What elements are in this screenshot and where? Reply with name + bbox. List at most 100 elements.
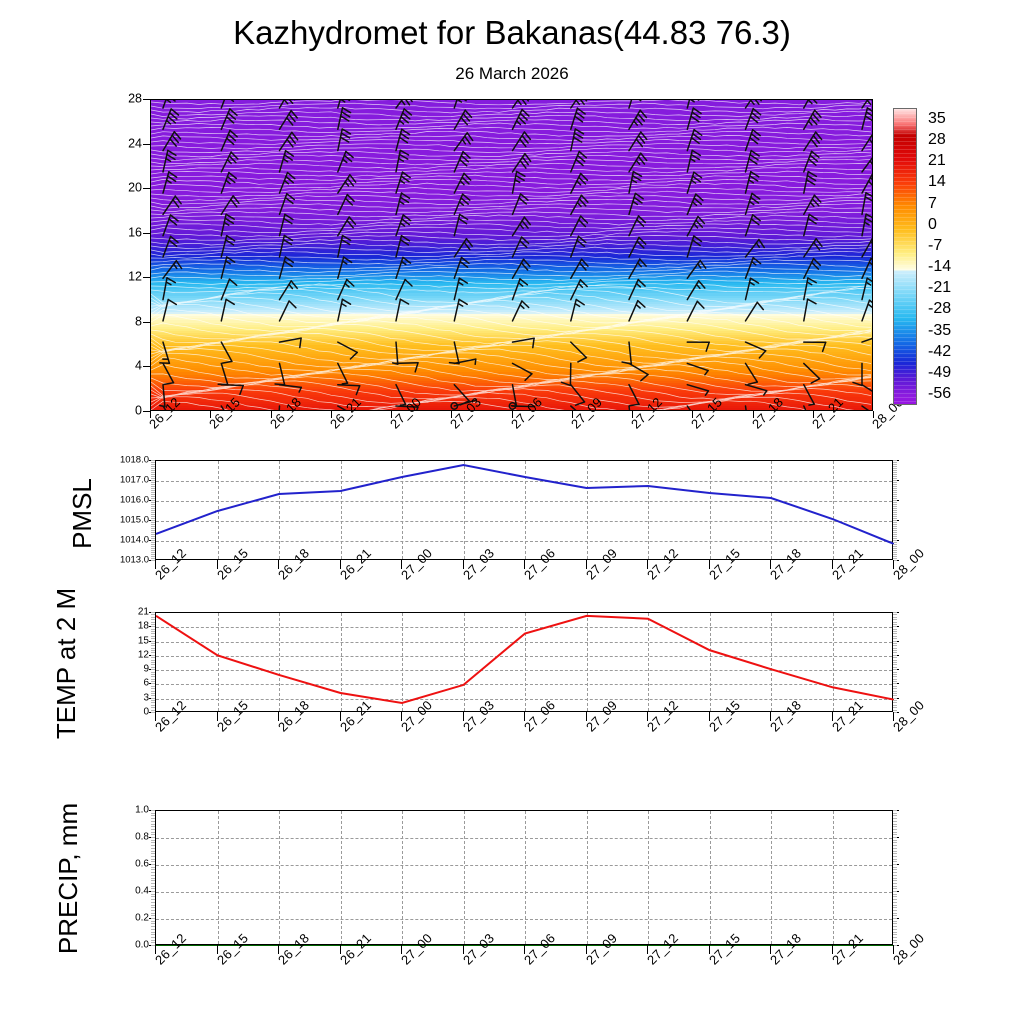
x-tick — [571, 411, 573, 418]
temperature-band — [151, 362, 872, 365]
y-tick-label: 12 — [128, 269, 142, 284]
x-tick — [708, 945, 710, 954]
temperature-band — [151, 360, 872, 363]
temperature-band — [151, 100, 872, 103]
temperature-band — [151, 176, 872, 180]
x-tick — [339, 560, 341, 569]
colorbar-level-stripes — [894, 109, 916, 404]
temperature-band — [151, 357, 872, 361]
x-tick — [155, 945, 156, 954]
temp_2m-plot-area[interactable] — [155, 612, 894, 712]
y-tick-label: 16 — [128, 224, 142, 239]
temperature-band — [151, 222, 872, 226]
y-tick-label: 1014.0 — [119, 534, 149, 546]
grid-line-vertical — [586, 461, 588, 559]
temperature-band — [151, 397, 872, 401]
temperature-band — [151, 193, 872, 197]
temperature-band — [151, 405, 872, 409]
temperature-band — [151, 228, 872, 232]
precip-plot-area[interactable] — [155, 810, 894, 946]
temperature-band — [151, 199, 872, 203]
x-tick — [155, 712, 156, 721]
grid-line-vertical — [340, 613, 342, 711]
temperature-band — [151, 320, 872, 324]
wind-barbs-overlay — [151, 100, 872, 410]
grid-line-vertical — [832, 461, 834, 559]
x-tick — [401, 560, 402, 569]
grid-line-horizontal — [156, 541, 892, 542]
temperature-band — [151, 235, 872, 239]
grid-line-horizontal — [156, 655, 892, 657]
temperature-band — [151, 316, 872, 320]
temperature-band — [151, 147, 872, 151]
temperature-band — [151, 312, 872, 316]
grid-line-horizontal — [156, 627, 892, 629]
temperature-band — [151, 104, 872, 108]
temperature-band — [151, 366, 872, 370]
temp_2m-axis-title: TEMP at 2 M — [50, 587, 81, 739]
temperature-band — [151, 156, 872, 160]
temperature-band — [151, 301, 872, 305]
y-minor-tick — [151, 945, 155, 946]
colorbar-tick-label: 0 — [928, 215, 937, 233]
grid-line-vertical — [709, 811, 711, 944]
grid-line-horizontal — [156, 684, 892, 686]
grid-line-horizontal — [156, 838, 892, 839]
y-tick-label: 15 — [137, 634, 149, 646]
y-tick — [143, 277, 150, 279]
temperature-band — [151, 112, 872, 116]
grid-line-horizontal — [156, 670, 892, 672]
temperature-band — [151, 391, 872, 395]
x-tick — [524, 560, 525, 569]
y-tick-label: 24 — [128, 135, 142, 150]
temperature-band — [151, 328, 872, 332]
temperature-band — [151, 393, 872, 397]
temperature-band — [151, 335, 872, 338]
y-tick-label: 1018.0 — [119, 454, 149, 466]
temperature-band — [151, 310, 872, 313]
precip-axis-title: PRECIP, mm — [52, 802, 83, 954]
temperature-band — [151, 332, 872, 336]
temperature-band — [151, 280, 872, 284]
temperature-band — [151, 326, 872, 330]
temperature-band — [151, 291, 872, 295]
temperature-band — [151, 210, 872, 214]
colorbar-tick-label: 7 — [928, 194, 937, 212]
grid-line-horizontal — [156, 501, 892, 502]
temperature-band — [151, 102, 872, 105]
x-tick-label: 28_00 — [890, 697, 928, 735]
temperature-band — [151, 285, 872, 288]
grid-line-vertical — [648, 811, 649, 944]
cross-section-plot-area[interactable] — [150, 99, 873, 411]
temperature-band — [151, 129, 872, 132]
grid-line-vertical — [340, 811, 342, 944]
y-tick-label: 4 — [135, 358, 142, 373]
colorbar-tick-label: -7 — [928, 236, 943, 254]
x-tick-label: 28_00 — [890, 545, 928, 583]
precip-series — [156, 945, 894, 946]
page-subtitle: 26 March 2026 — [455, 64, 569, 83]
x-tick — [585, 945, 587, 954]
grid-line-vertical — [279, 461, 280, 559]
temperature-band — [151, 137, 872, 141]
colorbar-tick-label: -56 — [928, 385, 952, 402]
temperature-band — [151, 145, 872, 149]
temperature-band — [151, 191, 872, 195]
temperature-band — [151, 287, 872, 291]
y-tick-label: 1.0 — [135, 804, 149, 816]
y-tick — [149, 945, 155, 946]
x-tick — [278, 560, 279, 569]
temperature-band — [151, 243, 872, 247]
temperature-band — [151, 308, 872, 311]
grid-line-horizontal — [156, 641, 892, 643]
temperature-band — [151, 314, 872, 318]
temperature-band — [151, 206, 872, 209]
x-tick — [893, 712, 894, 721]
pmsl-plot-area[interactable] — [155, 460, 894, 560]
x-tick — [524, 945, 525, 954]
pmsl-axis-title: PMSL — [66, 477, 97, 549]
grid-line-horizontal — [156, 865, 892, 866]
